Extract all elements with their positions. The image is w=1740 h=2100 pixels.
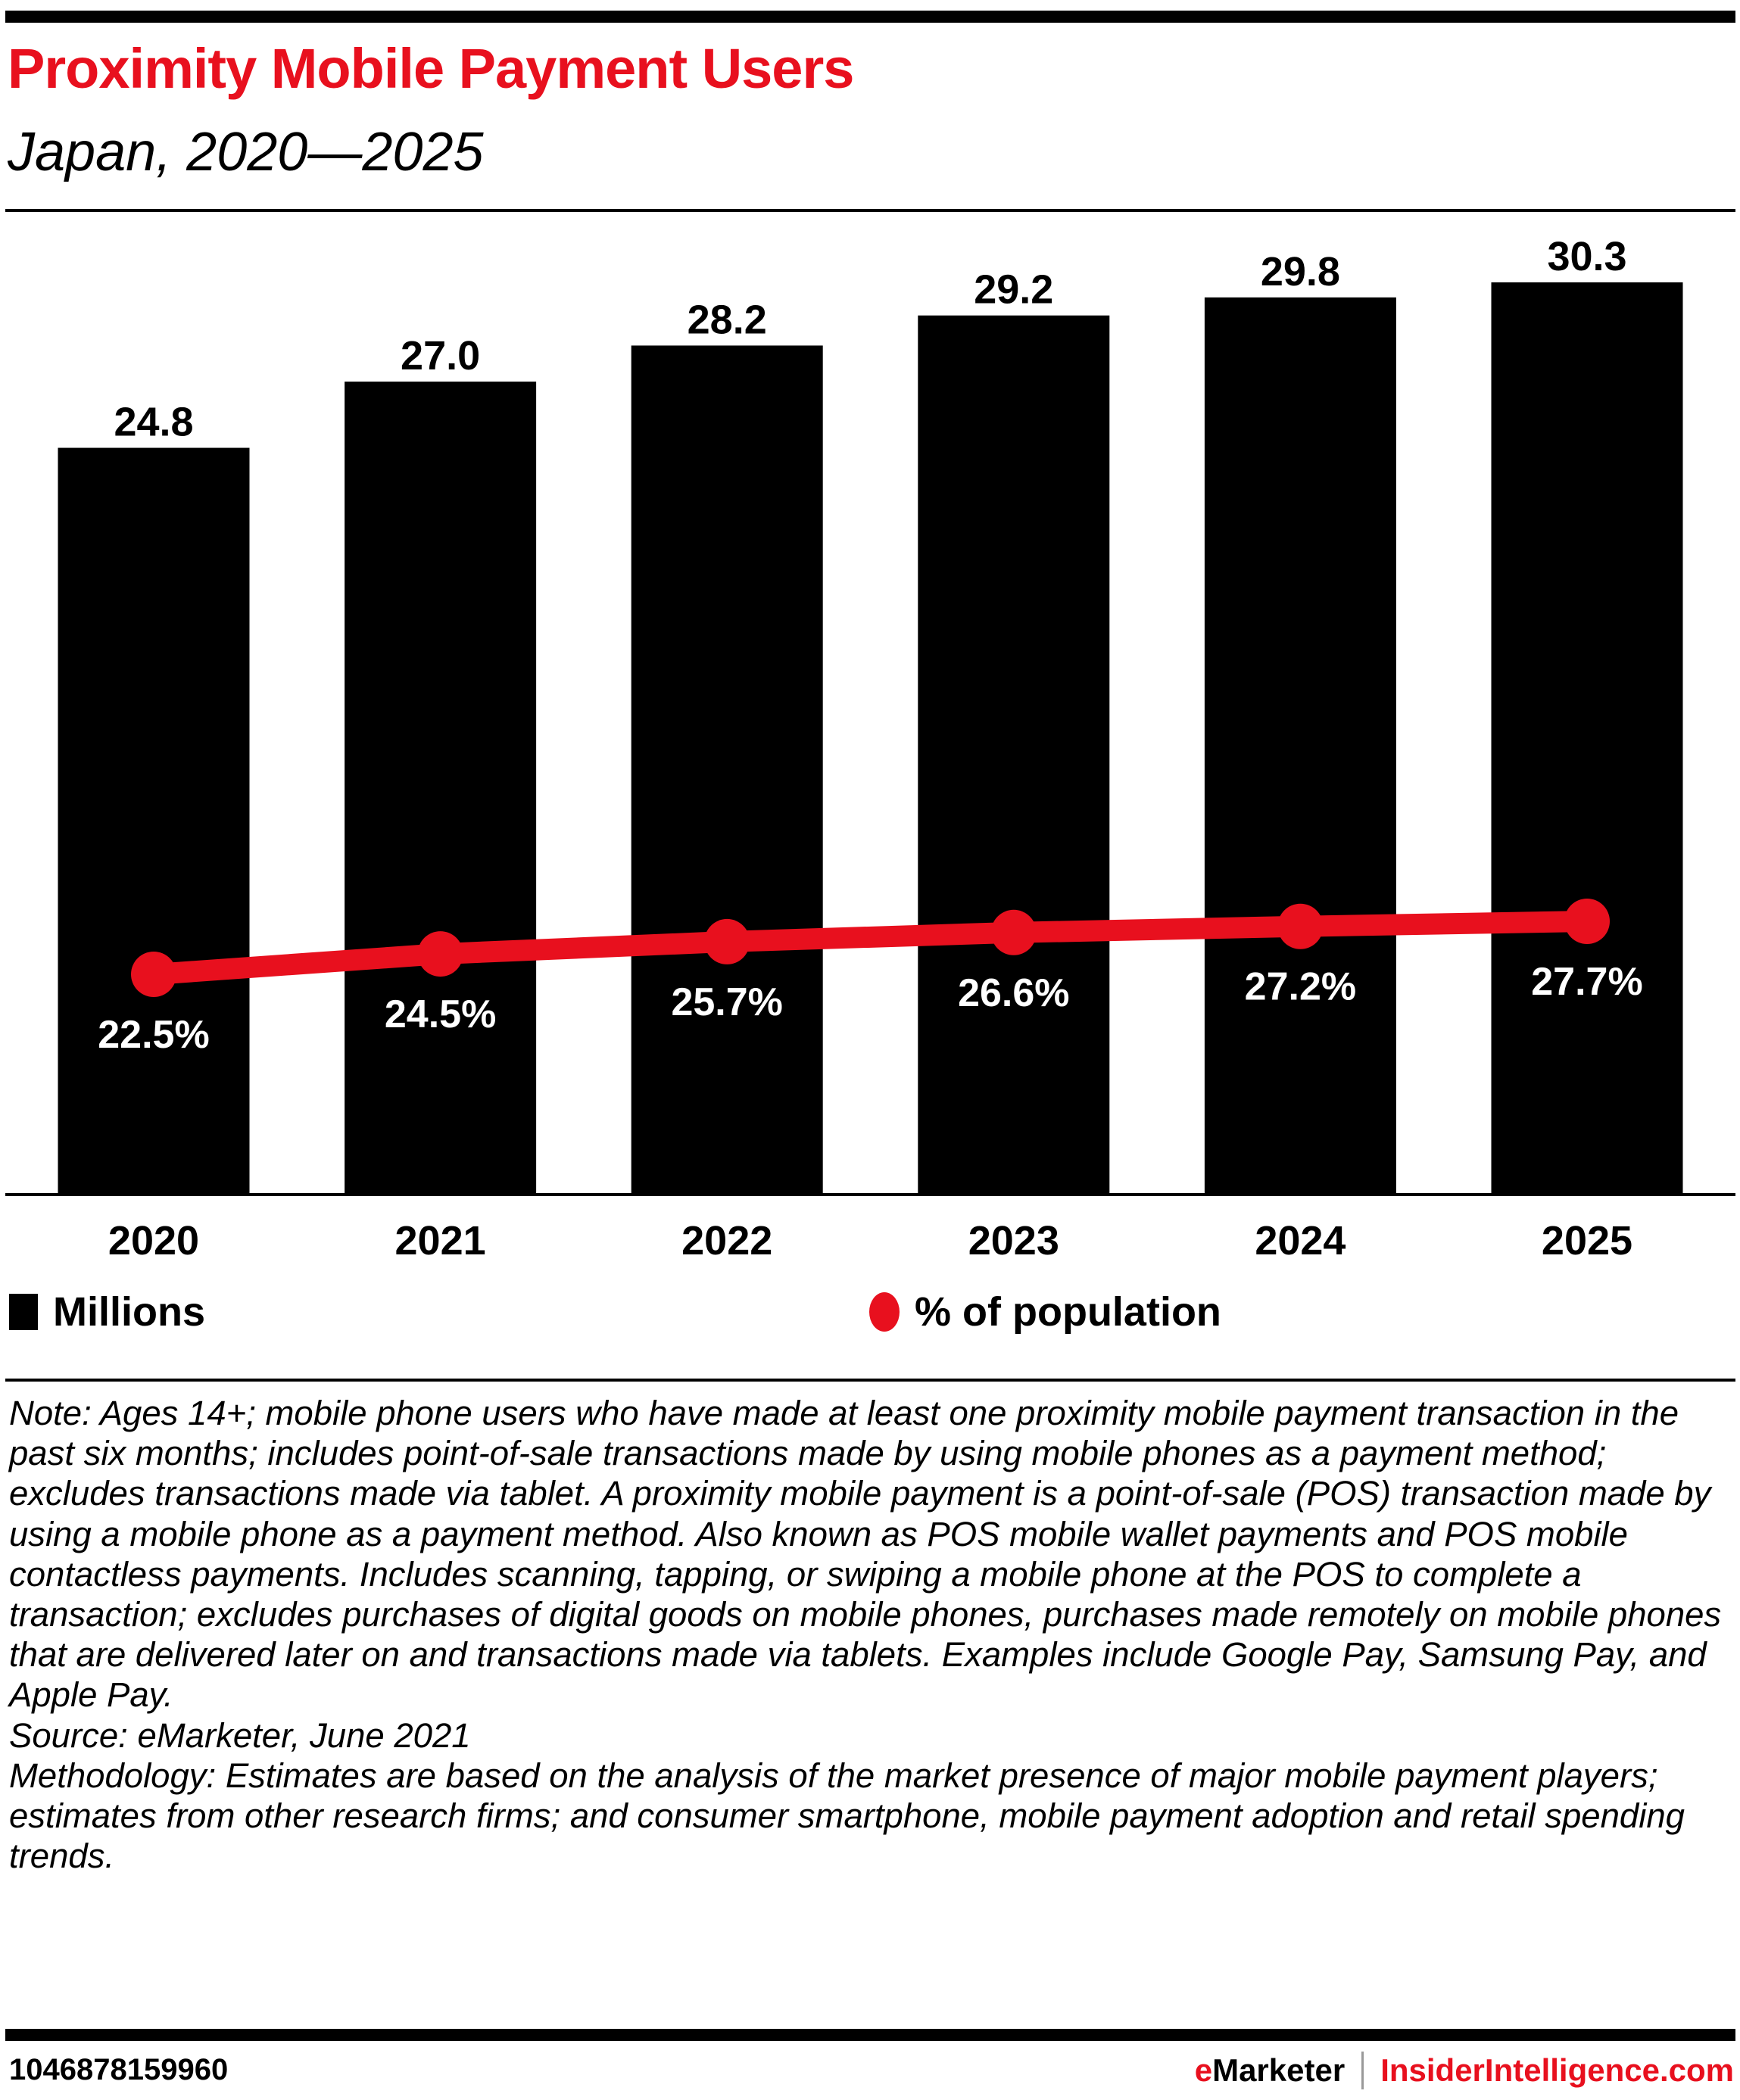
legend-dot-icon [869,1292,900,1332]
brand-separator [1361,2052,1364,2089]
population-point-2023 [990,909,1037,955]
bar-value-label-2024: 29.8 [1261,249,1340,294]
population-point-2024 [1277,903,1324,949]
chart-subtitle: Japan, 2020—2025 [8,122,484,182]
bar-2023 [918,315,1110,1194]
population-line [153,911,1588,985]
brand-marketer: Marketer [1212,2052,1346,2088]
legend-square-icon [9,1294,38,1330]
chart: 24.8 2020 27.0 2021 28.2 2022 29.2 2023 29.8 2024… [5,234,1735,1263]
title-divider [5,209,1735,212]
top-rule [5,11,1735,23]
legend-label-millions: Millions [53,1289,205,1335]
legend-item-population: % of population [869,1288,1221,1335]
x-tick-label-2021: 2021 [395,1218,486,1263]
bar-value-label-2022: 28.2 [688,297,767,342]
legend-label-population: % of population [915,1289,1221,1335]
population-value-label-2022: 25.7% [671,980,782,1024]
bar-value-label-2023: 29.2 [974,267,1053,313]
population-value-label-2025: 27.7% [1531,960,1642,1004]
population-point-2025 [1564,899,1610,944]
bar-2021 [345,382,537,1195]
bar-2022 [631,345,823,1194]
bar-value-label-2021: 27.0 [401,333,480,379]
bar-2025 [1491,282,1683,1194]
x-tick-label-2023: 2023 [968,1218,1059,1263]
brand-site-link[interactable]: InsiderIntelligence.com [1380,2052,1734,2088]
population-value-label-2023: 26.6% [958,971,1069,1015]
x-tick-label-2022: 2022 [681,1218,772,1263]
brand-e: e [1194,2052,1213,2088]
line-series-group [131,899,1610,997]
bar-2020 [58,447,250,1194]
bars-group [58,282,1683,1195]
population-value-label-2024: 27.2% [1245,965,1356,1009]
bar-value-label-2025: 30.3 [1547,234,1626,279]
population-point-2021 [417,931,463,977]
notes-divider [5,1379,1735,1382]
x-tick-label-2025: 2025 [1542,1218,1632,1263]
labels-group: 24.8 2020 27.0 2021 28.2 2022 29.2 2023 29.8 2024… [98,234,1642,1263]
population-point-2020 [131,952,176,997]
chart-id: 1046878159960 [9,2053,229,2086]
bottom-rule [5,2029,1735,2041]
population-value-label-2020: 22.5% [98,1013,209,1057]
population-value-label-2021: 24.5% [385,992,496,1036]
legend-item-millions: Millions [9,1288,205,1335]
bar-2024 [1204,297,1396,1195]
chart-title: Proximity Mobile Payment Users [8,37,854,100]
population-point-2022 [704,918,750,964]
x-tick-label-2024: 2024 [1255,1218,1346,1263]
legend: Millions % of population [0,1284,1740,1337]
methodology-text: Methodology: Estimates are based on the … [9,1756,1685,1876]
notes: Note: Ages 14+; mobile phone users who h… [9,1393,1735,1876]
x-tick-label-2020: 2020 [108,1218,199,1263]
note-text: Note: Ages 14+; mobile phone users who h… [9,1394,1722,1715]
footer-brand: e Marketer InsiderIntelligence.com [1195,2052,1734,2089]
bar-value-label-2020: 24.8 [114,400,193,445]
source-text: Source: eMarketer, June 2021 [9,1715,471,1755]
